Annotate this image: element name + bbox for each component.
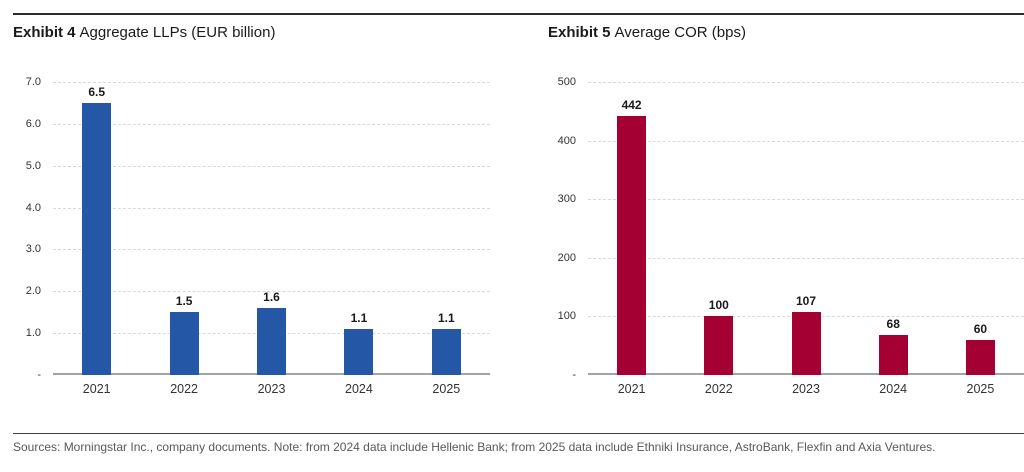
bar-2021 xyxy=(617,116,647,375)
bottom-rule xyxy=(13,433,1024,434)
bar-slot: 1.6 xyxy=(228,82,315,375)
bar-slot: 107 xyxy=(762,82,849,375)
y-tick-label: 500 xyxy=(557,76,576,88)
gridline xyxy=(53,165,490,167)
chart-title: Exhibit 4 Aggregate LLPs (EUR billion) xyxy=(13,24,490,42)
bar-value-label: 68 xyxy=(886,317,900,332)
gridline xyxy=(588,82,1024,83)
bar-2025 xyxy=(431,328,461,375)
x-tick-label: 2022 xyxy=(704,382,733,396)
y-axis: 7.0 6.0 5.0 4.0 3.0 2.0 1.0 - xyxy=(13,76,53,381)
bar-slot: 1.1 xyxy=(315,82,402,375)
y-tick-label: 4.0 xyxy=(25,201,41,214)
bar-slot: 1.1 xyxy=(403,82,490,375)
x-axis: 2021 2022 2023 2024 2025 xyxy=(53,382,490,396)
bar-value-label: 100 xyxy=(708,298,729,313)
chart-body: 7.0 6.0 5.0 4.0 3.0 2.0 1.0 - 6.5 1.5 1.6 1.1 1.1 2… xyxy=(13,76,490,396)
bar-2023 xyxy=(791,312,821,375)
x-axis: 2021 2022 2023 2024 2025 xyxy=(588,382,1024,396)
x-tick-label: 2024 xyxy=(345,382,373,396)
bar-2023 xyxy=(257,308,287,375)
gridline xyxy=(588,140,1024,142)
y-tick-label: 200 xyxy=(557,251,576,264)
y-tick-label: 2.0 xyxy=(25,285,41,298)
gridline xyxy=(588,199,1024,201)
plot-area: 6.5 1.5 1.6 1.1 1.1 xyxy=(53,82,490,375)
x-tick-label: 2024 xyxy=(879,382,908,396)
y-tick-label: 1.0 xyxy=(25,327,41,340)
plot-column: 442 100 107 68 60 2021 2022 2023 2024 2025 xyxy=(588,82,1024,396)
y-tick-label: 400 xyxy=(557,134,576,147)
x-tick-label: 2025 xyxy=(966,382,995,396)
y-tick-label: 5.0 xyxy=(25,159,41,172)
bar-slot: 442 xyxy=(588,82,675,375)
plot-area: 442 100 107 68 60 xyxy=(588,82,1024,375)
source-note: Sources: Morningstar Inc., company docum… xyxy=(13,440,936,454)
exhibit-title-text: Aggregate LLPs (EUR billion) xyxy=(79,24,276,41)
y-tick-label: 100 xyxy=(557,310,576,323)
gridline xyxy=(53,82,490,83)
y-tick-label: 6.0 xyxy=(25,117,41,130)
y-tick-label: 7.0 xyxy=(25,76,41,88)
y-axis: 500 400 300 200 100 - xyxy=(548,76,588,381)
gridline xyxy=(53,207,490,209)
bar-2024 xyxy=(878,335,908,375)
chart-title: Exhibit 5 Average COR (bps) xyxy=(548,24,1024,42)
bar-slot: 68 xyxy=(850,82,937,375)
bar-value-label: 1.5 xyxy=(175,294,193,309)
y-tick-label: - xyxy=(572,369,576,381)
bar-2022 xyxy=(704,316,734,375)
x-tick-label: 2023 xyxy=(257,382,286,396)
chart-average-cor: Exhibit 5 Average COR (bps) 500 400 300 200 1… xyxy=(548,24,1024,396)
gridline xyxy=(53,249,490,251)
y-tick-label: 3.0 xyxy=(25,243,41,256)
x-tick-label: 2021 xyxy=(617,382,646,396)
bar-value-label: 1.6 xyxy=(263,290,280,305)
bar-slot: 6.5 xyxy=(53,82,140,375)
bar-2022 xyxy=(169,312,199,375)
bar-slot: 60 xyxy=(937,82,1024,375)
x-tick-label: 2021 xyxy=(82,382,111,396)
y-tick-label: - xyxy=(37,369,41,381)
y-tick-label: 300 xyxy=(557,193,576,206)
chart-aggregate-llps: Exhibit 4 Aggregate LLPs (EUR billion) 7.… xyxy=(13,24,490,396)
bar-2021 xyxy=(82,102,112,375)
exhibit-number: Exhibit 4 xyxy=(13,24,76,41)
bar-value-label: 1.1 xyxy=(437,310,455,325)
bar-value-label: 442 xyxy=(621,98,642,112)
x-tick-label: 2022 xyxy=(170,382,199,396)
bar-slot: 100 xyxy=(675,82,762,375)
bar-value-label: 107 xyxy=(795,294,817,309)
x-tick-label: 2025 xyxy=(432,382,461,396)
bar-value-label: 1.1 xyxy=(350,310,368,325)
exhibit-number: Exhibit 5 xyxy=(548,24,611,41)
exhibit-title-text: Average COR (bps) xyxy=(614,24,746,41)
top-rule xyxy=(13,13,1024,15)
plot-column: 6.5 1.5 1.6 1.1 1.1 2021 2022 2023 2024 2025 xyxy=(53,82,490,396)
bar-value-label: 60 xyxy=(973,321,988,336)
bar-slot: 1.5 xyxy=(140,82,227,375)
bar-2024 xyxy=(344,328,374,375)
bar-value-label: 6.5 xyxy=(88,84,106,99)
bar-2025 xyxy=(965,339,995,375)
x-tick-label: 2023 xyxy=(792,382,820,396)
chart-body: 500 400 300 200 100- 442 100 107 68 60 2021 2022 2… xyxy=(548,76,1024,396)
gridline xyxy=(53,291,490,293)
gridline xyxy=(588,257,1024,259)
gridline xyxy=(53,123,490,125)
